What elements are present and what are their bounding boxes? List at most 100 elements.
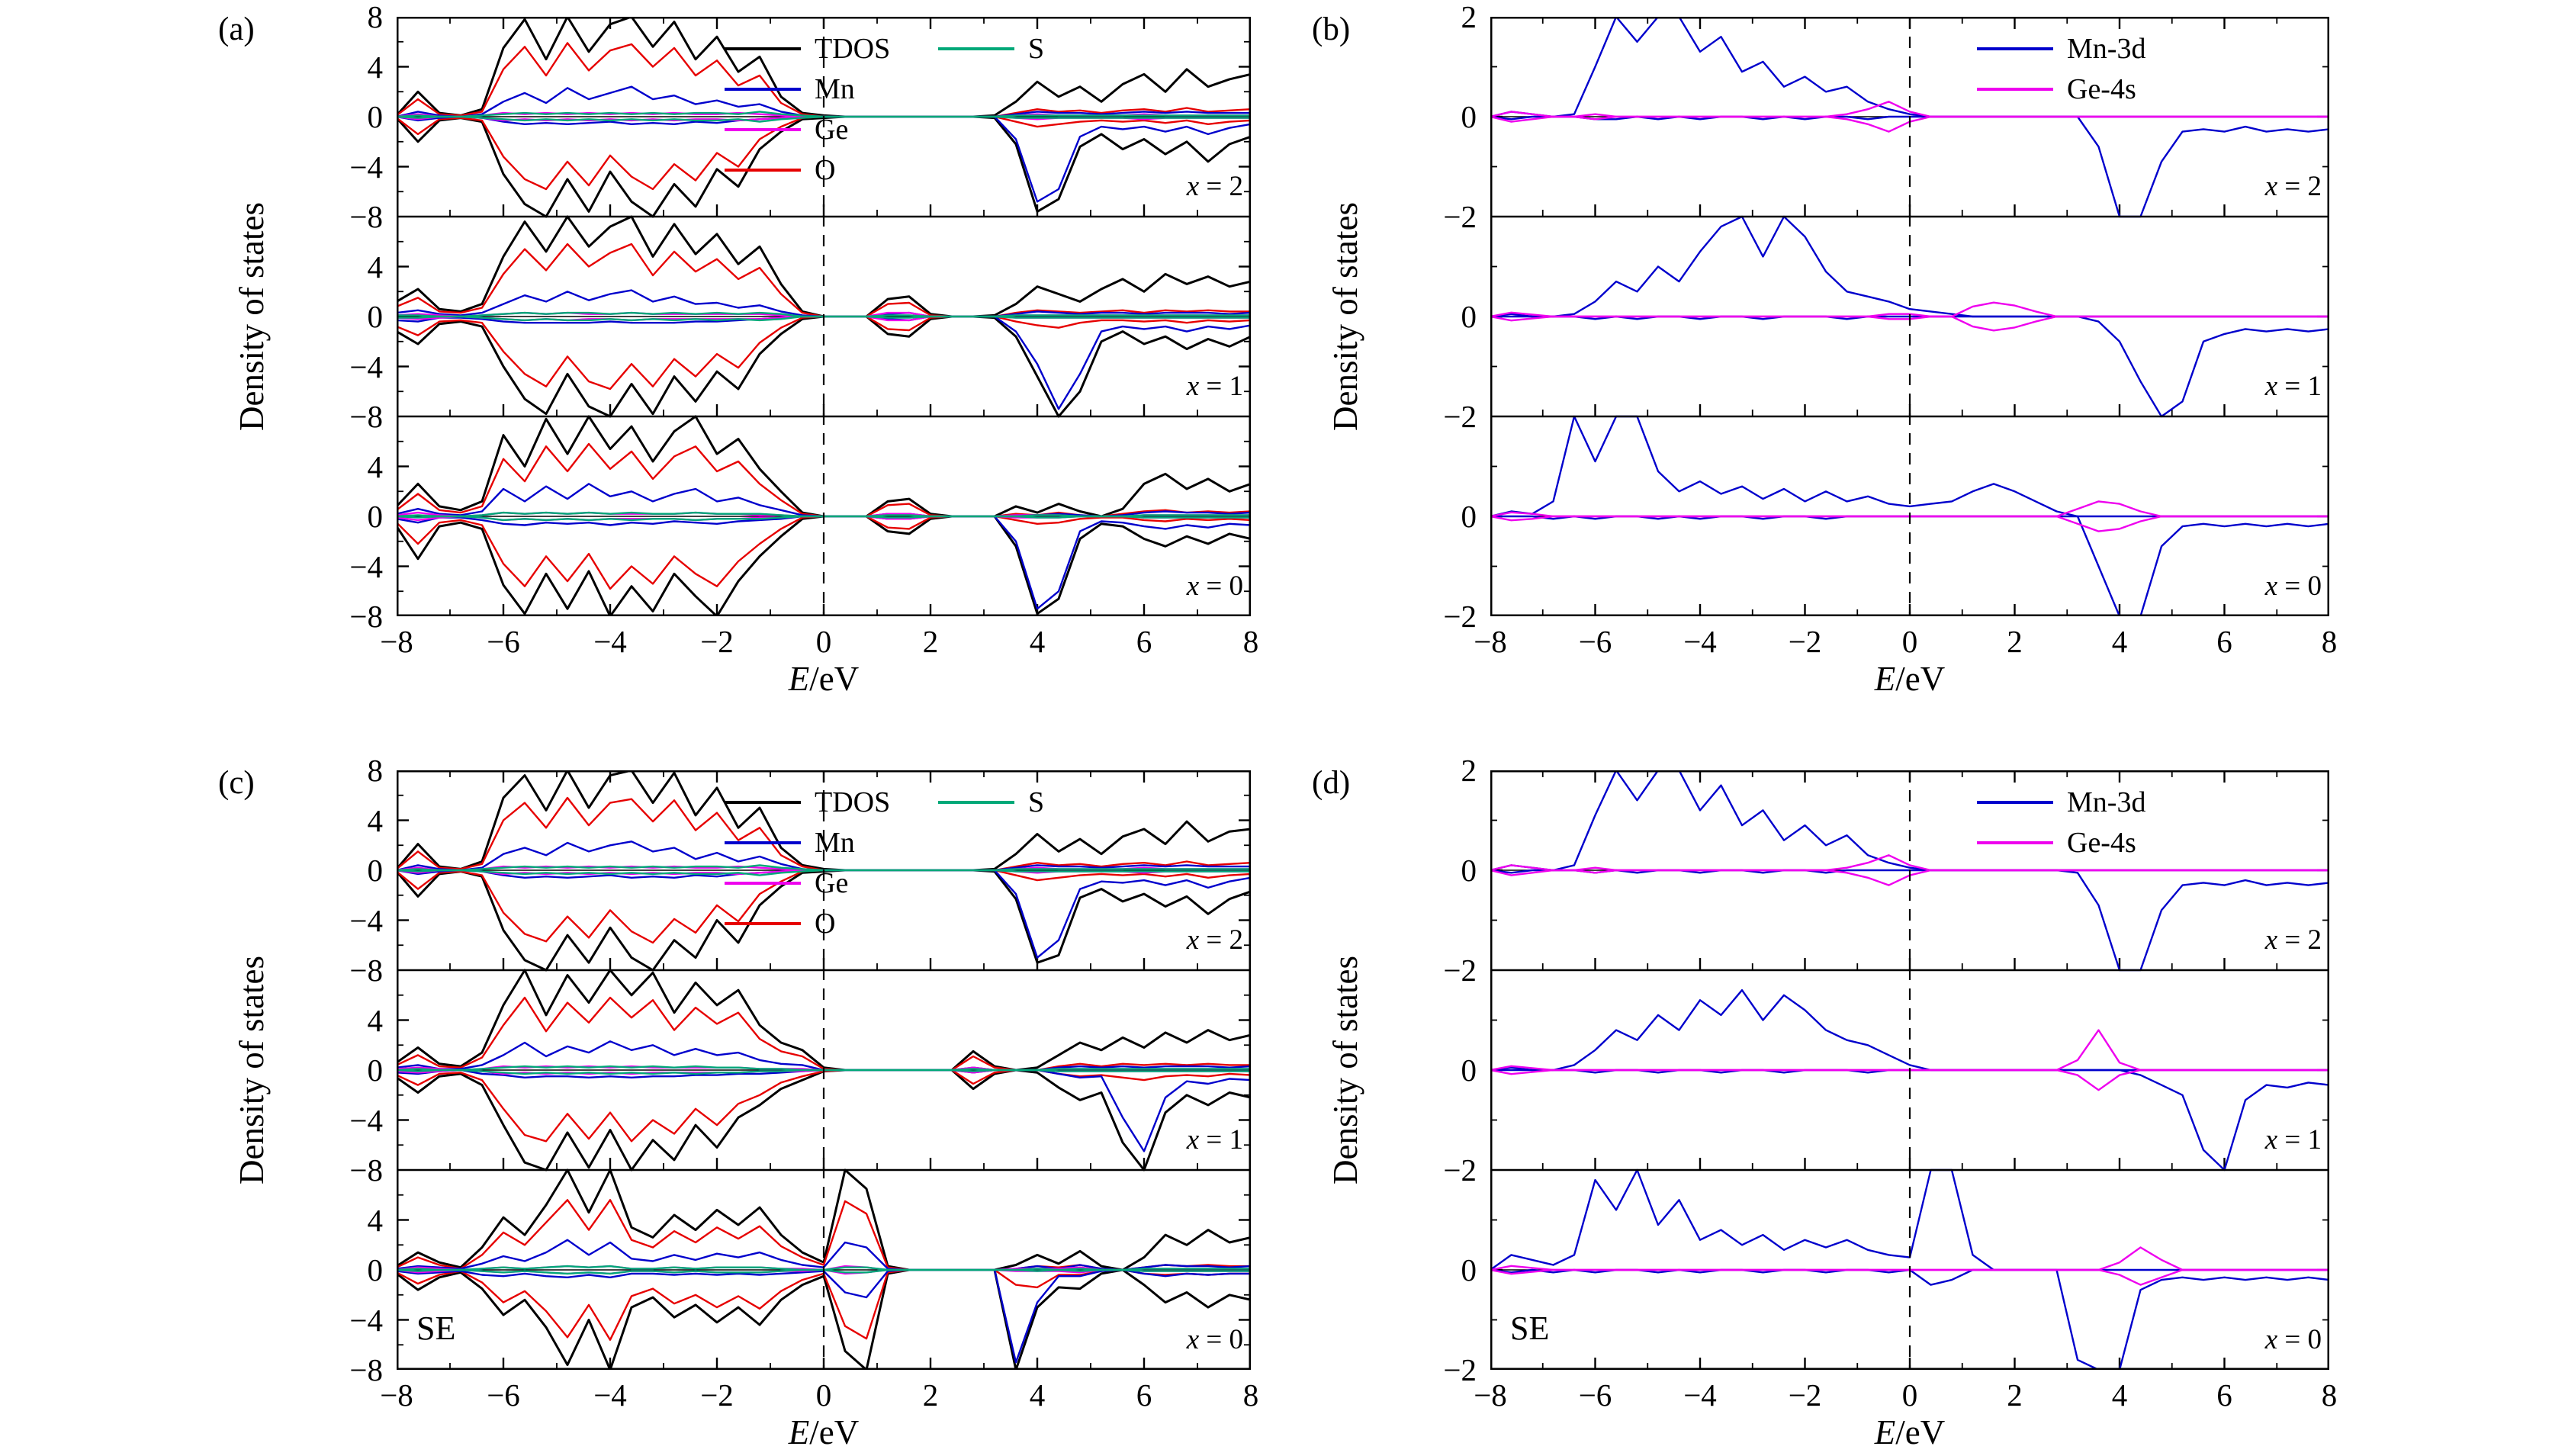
x-axis-variable: E <box>788 1413 810 1451</box>
x-tick-label: 0 <box>815 624 832 659</box>
y-tick-label: 4 <box>367 802 384 838</box>
x-tick-label: 6 <box>2216 1377 2232 1413</box>
x-tick-label: −2 <box>1788 1377 1822 1413</box>
tag-variable: x <box>1186 924 1200 956</box>
y-tick-label: −2 <box>1443 599 1477 634</box>
x-tick-label: 2 <box>922 624 939 659</box>
y-tick-label: −8 <box>349 199 383 234</box>
legend-entry: Ge-4s <box>1977 71 2136 108</box>
x-tick-label: 8 <box>1242 1377 1259 1413</box>
tag-value: = 1 <box>1199 1124 1243 1155</box>
y-tick-label: 0 <box>367 299 384 334</box>
tag-value: = 1 <box>2277 1124 2322 1155</box>
subplot-tag: x = 1 <box>1022 369 1243 404</box>
subplot-tag: x = 1 <box>1022 1123 1243 1158</box>
x-tick-label: −8 <box>380 624 413 659</box>
legend-line-swatch <box>725 47 801 50</box>
tag-value: = 2 <box>2277 924 2322 956</box>
legend-label: O <box>815 154 836 186</box>
y-tick-label: 8 <box>367 0 384 34</box>
legend-entry: TDOS <box>725 784 890 821</box>
y-tick-label: 0 <box>1461 299 1477 334</box>
y-tick-label: −4 <box>349 548 383 584</box>
panel-label-b: (b) <box>1312 11 1351 47</box>
legend-entry: O <box>725 152 835 188</box>
legend-entry: S <box>938 31 1044 67</box>
x-tick-label: 2 <box>2007 1377 2023 1413</box>
x-tick-label: 8 <box>1242 624 1259 659</box>
x-axis-unit: /eV <box>809 660 860 698</box>
y-tick-label: −4 <box>349 1302 383 1338</box>
tag-variable: x <box>2264 571 2278 602</box>
x-axis-variable: E <box>1874 1413 1896 1451</box>
y-tick-label: −8 <box>349 953 383 988</box>
corner-label: SE <box>416 1310 456 1347</box>
legend-label: Mn <box>815 73 855 105</box>
x-axis-title: E/eV <box>397 659 1251 699</box>
subplot-tag: x = 0 <box>2100 1323 2322 1358</box>
x-tick-label: −6 <box>1578 624 1612 659</box>
y-tick-label: −2 <box>1443 199 1477 234</box>
legend-line-swatch <box>725 882 801 885</box>
legend-entry: Mn-3d <box>1977 784 2145 821</box>
subplot-tag: x = 1 <box>2100 369 2322 404</box>
tag-variable: x <box>2264 1324 2278 1355</box>
panel-label-c: (c) <box>218 765 255 801</box>
legend-line-swatch <box>725 801 801 804</box>
legend-label: Mn-3d <box>2067 786 2146 818</box>
y-tick-label: 0 <box>1461 499 1477 534</box>
y-tick-label: 0 <box>367 99 384 134</box>
x-axis-variable: E <box>788 660 810 698</box>
x-tick-label: 6 <box>1136 1377 1152 1413</box>
x-tick-label: 6 <box>1136 624 1152 659</box>
corner-label: SE <box>1510 1310 1550 1347</box>
tag-variable: x <box>1186 1124 1200 1155</box>
legend-line-swatch <box>938 47 1014 50</box>
subplot-tag: x = 2 <box>2100 169 2322 204</box>
y-tick-label: −2 <box>1443 1152 1477 1188</box>
x-tick-label: 0 <box>815 1377 832 1413</box>
legend-line-swatch <box>1977 801 2053 804</box>
x-tick-label: −4 <box>1683 1377 1717 1413</box>
y-tick-label: 0 <box>367 1053 384 1088</box>
x-tick-label: −8 <box>1474 1377 1507 1413</box>
x-tick-label: 0 <box>1901 624 1918 659</box>
tag-value: = 1 <box>2277 371 2322 402</box>
plot-area-b <box>1490 15 2330 618</box>
x-tick-label: −6 <box>487 1377 520 1413</box>
x-tick-label: −2 <box>1788 624 1822 659</box>
dos-chart <box>395 15 1252 618</box>
legend-label: S <box>1028 33 1045 65</box>
legend-line-swatch <box>725 922 801 925</box>
y-tick-label: −4 <box>349 902 383 938</box>
x-tick-label: −6 <box>487 624 520 659</box>
y-tick-label: 0 <box>367 499 384 534</box>
y-tick-label: −8 <box>349 1152 383 1188</box>
x-tick-label: 0 <box>1901 1377 1918 1413</box>
x-tick-label: −8 <box>1474 624 1507 659</box>
subplot-tag: x = 0 <box>2100 569 2322 604</box>
y-tick-label: −2 <box>1443 1352 1477 1387</box>
y-tick-label: −8 <box>349 399 383 434</box>
series-TDOS-up <box>395 15 1252 118</box>
panel-label-a: (a) <box>218 11 255 47</box>
panel-b: (b) Density of states E/eV 2 0 −2 x = 2 0 −2 x… <box>1300 0 2367 721</box>
x-tick-label: 4 <box>2111 624 2128 659</box>
legend-label: Mn-3d <box>2067 33 2146 65</box>
legend-label: Ge <box>815 114 849 146</box>
tag-value: = 2 <box>1199 171 1243 202</box>
legend-line-swatch <box>725 841 801 844</box>
legend-line-swatch <box>1977 47 2053 50</box>
y-tick-label: −2 <box>1443 399 1477 434</box>
x-tick-label: −6 <box>1578 1377 1612 1413</box>
tag-variable: x <box>1186 571 1200 602</box>
legend-label: TDOS <box>815 786 891 818</box>
panel-label-d: (d) <box>1312 765 1351 801</box>
legend-entry: TDOS <box>725 31 890 67</box>
legend-label: Ge <box>815 867 849 899</box>
y-tick-label: 0 <box>1461 1053 1477 1088</box>
legend-label: O <box>815 908 836 940</box>
x-tick-label: 8 <box>2321 624 2338 659</box>
y-tick-label: 4 <box>367 1202 384 1238</box>
